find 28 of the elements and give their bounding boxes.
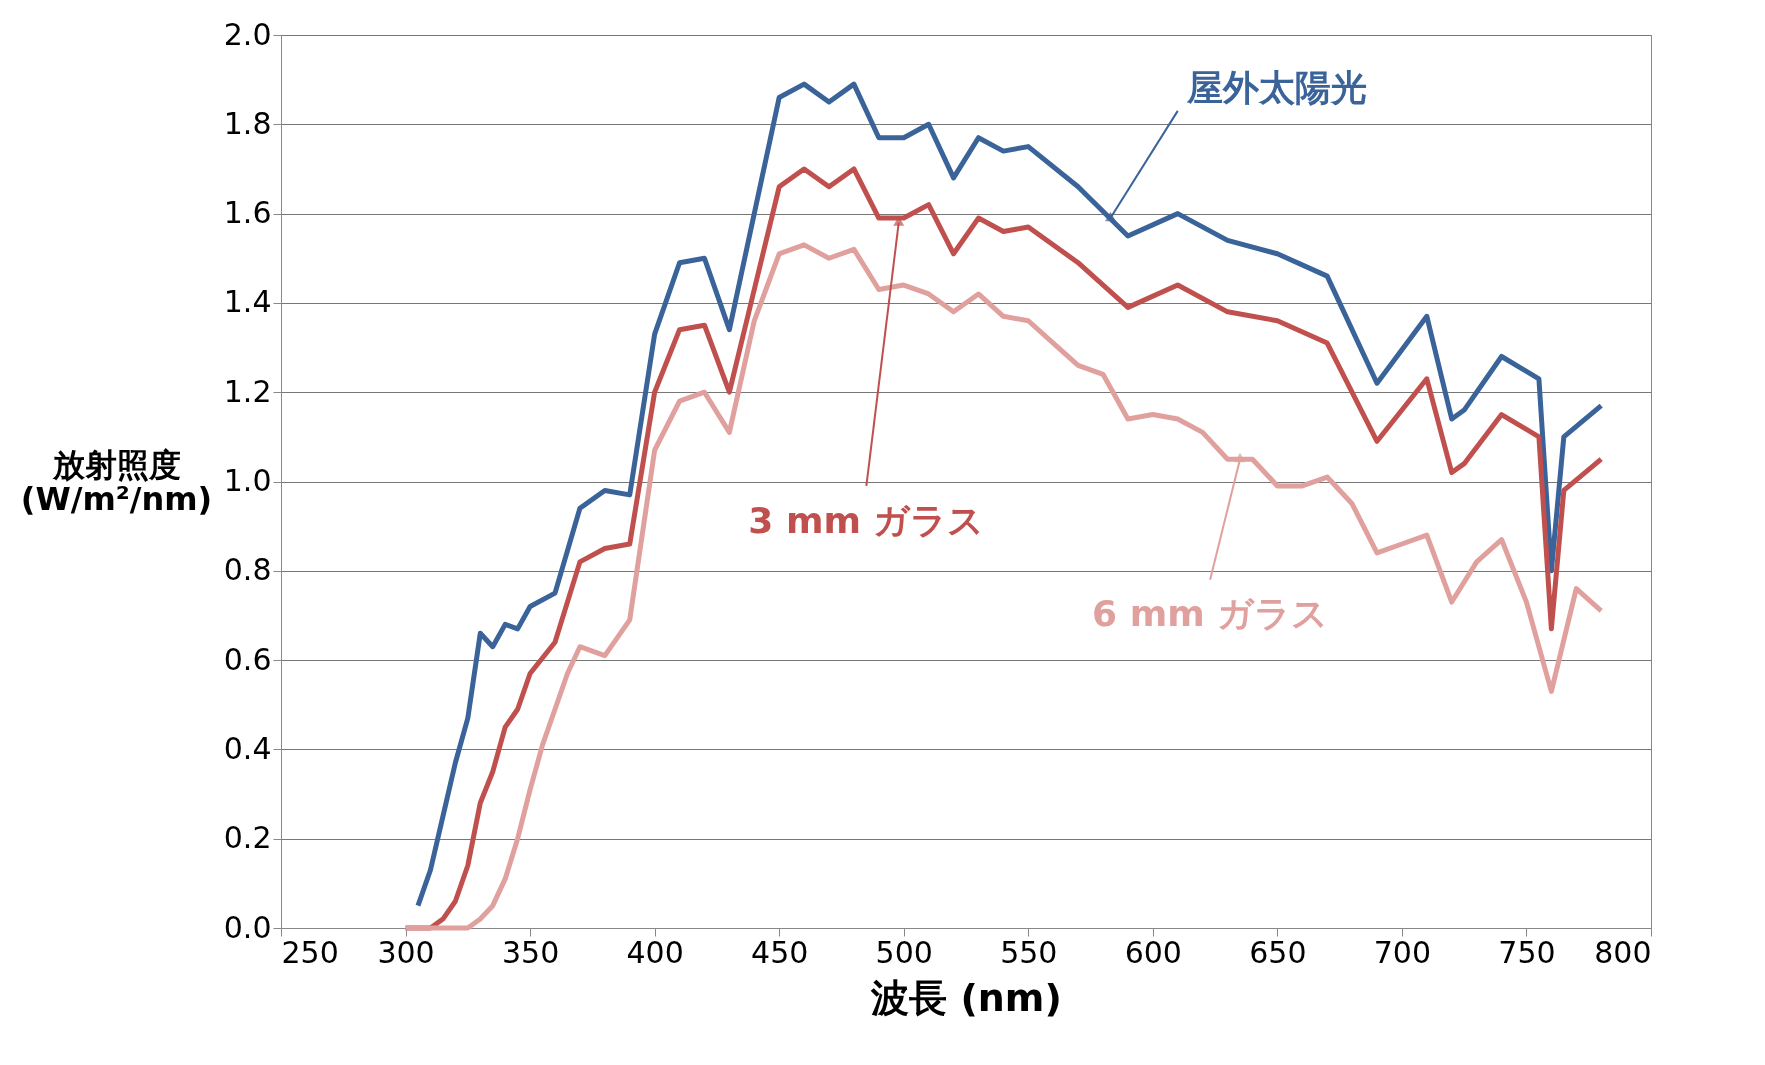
- y-tick-label: 0.8: [223, 552, 272, 588]
- x-tick-label: 600: [1124, 934, 1182, 970]
- x-tick-label: 350: [501, 934, 560, 970]
- y-tick-label: 0.2: [223, 820, 272, 856]
- x-tick-label: 800: [1594, 934, 1652, 970]
- x-tick-label: 400: [626, 934, 684, 970]
- annotation: 3 mm ガラス: [748, 499, 985, 541]
- x-tick-label: 500: [875, 934, 933, 970]
- y-tick-label: 2.0: [223, 16, 272, 52]
- y-tick-label: 0.4: [223, 730, 272, 766]
- x-axis-title: 波長 (nm): [870, 975, 1062, 1020]
- annotation: 屋外太陽光: [1186, 66, 1368, 108]
- x-tick-label: 750: [1498, 934, 1556, 970]
- x-tick-label: 650: [1249, 934, 1307, 970]
- y-axis-title: 放射照度 (W/m²/nm): [20, 445, 213, 518]
- annotation: 6 mm ガラス: [1092, 593, 1329, 635]
- y-tick-label: 1.2: [223, 373, 272, 409]
- x-tick-label: 550: [1000, 934, 1058, 970]
- x-tick-label: 700: [1373, 934, 1432, 970]
- y-tick-label: 0.0: [223, 909, 272, 945]
- x-tick-label: 250: [281, 934, 339, 970]
- y-tick-label: 1.0: [223, 463, 272, 498]
- x-tick-label: 450: [751, 934, 809, 970]
- x-tick-label: 300: [377, 934, 435, 970]
- y-tick-label: 0.6: [223, 641, 272, 677]
- y-tick-label: 1.4: [223, 284, 272, 320]
- y-tick-label: 1.6: [223, 195, 272, 231]
- y-tick-label: 1.8: [223, 105, 272, 141]
